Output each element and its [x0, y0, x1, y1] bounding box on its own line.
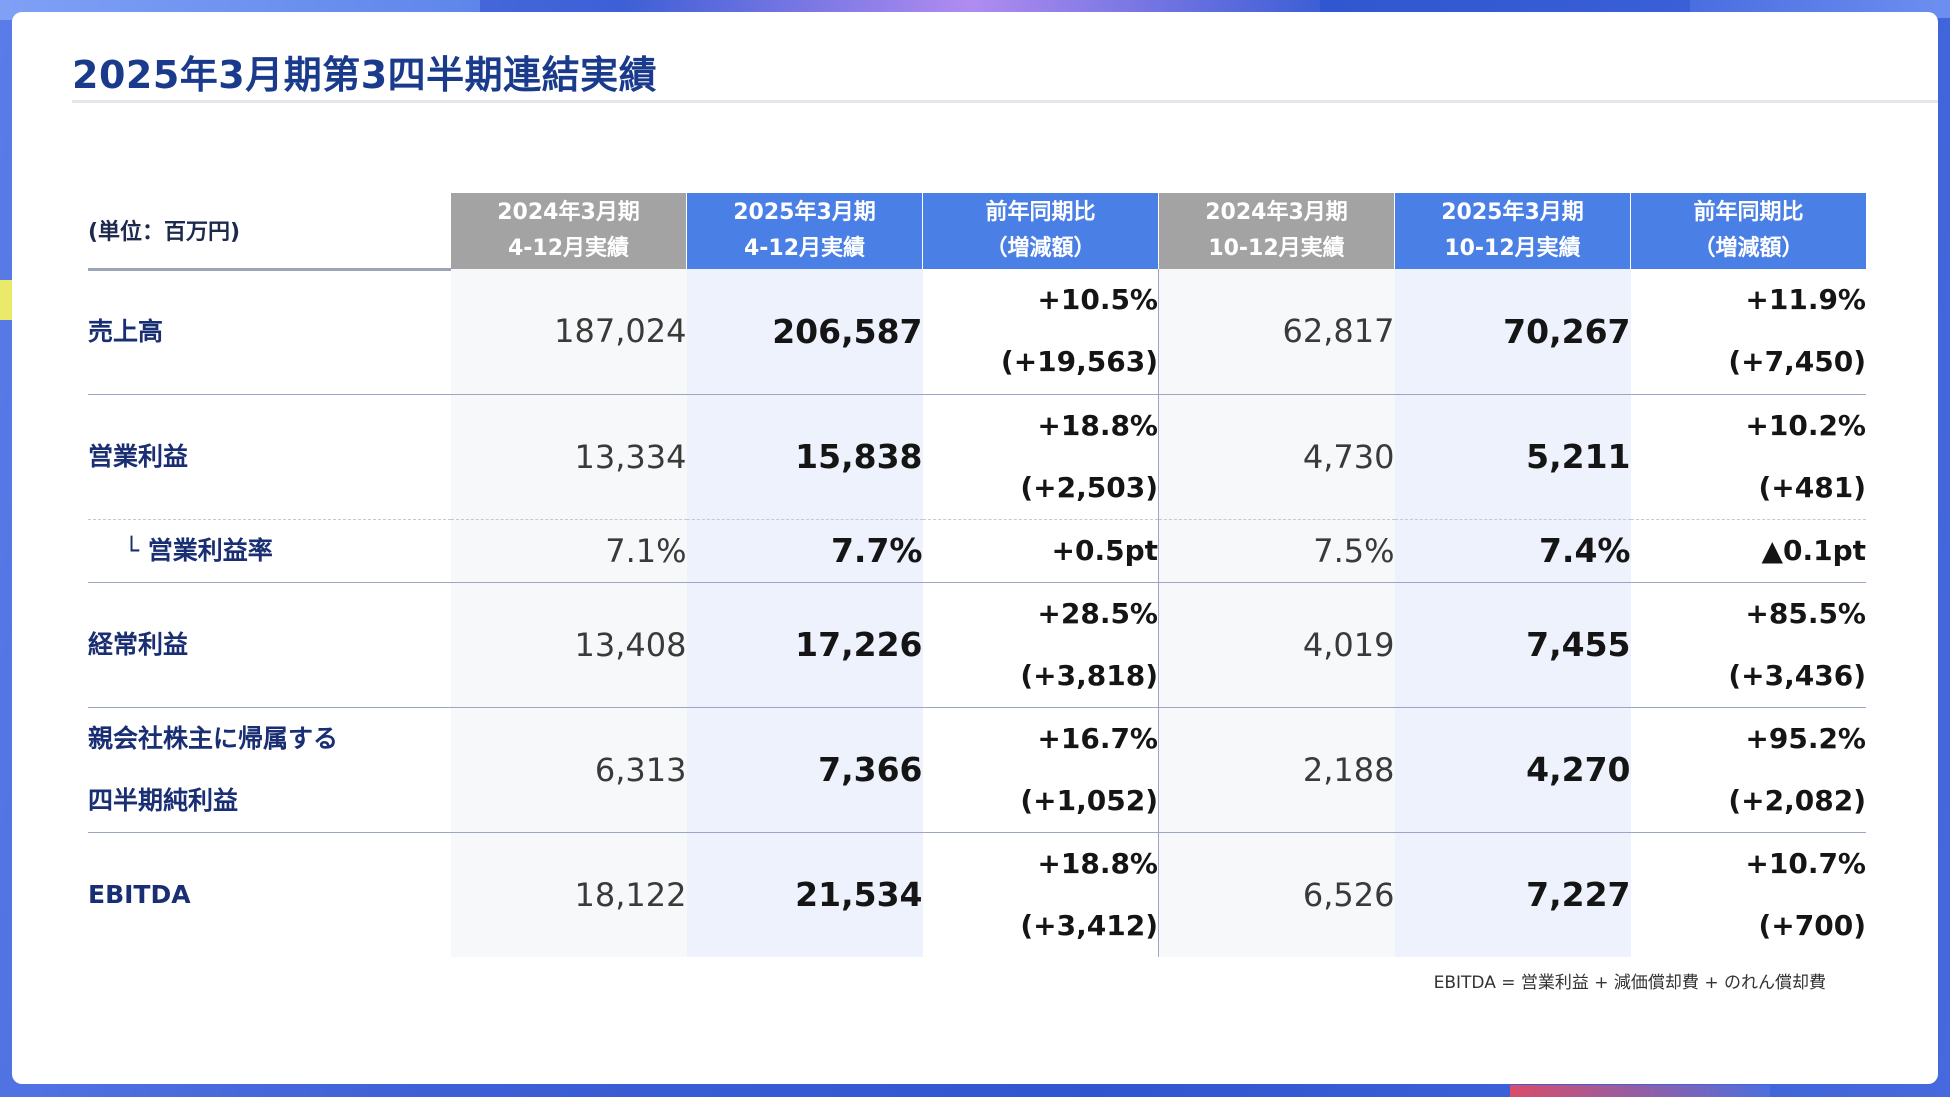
table-header-row: (単位：百万円) 2024年3月期 4-12月実績 2025年3月期 4-12月実績… — [88, 193, 1866, 271]
row-label: 経常利益 — [88, 582, 451, 708]
table-cell: +16.7% (+1,052) — [922, 707, 1159, 833]
title-divider — [72, 100, 1938, 103]
table-cell: +10.2% (+481) — [1630, 394, 1866, 520]
table-cell: +95.2% (+2,082) — [1630, 707, 1866, 833]
table-cell: +85.5% (+3,436) — [1630, 582, 1866, 708]
row-label: 営業利益 — [88, 394, 451, 520]
table-cell: 4,730 — [1158, 394, 1395, 520]
column-header: 2025年3月期 10-12月実績 — [1394, 193, 1631, 269]
table-cell: 7,227 — [1394, 832, 1631, 957]
table-cell: +10.7% (+700) — [1745, 846, 1866, 942]
table-cell: 206,587 — [686, 269, 923, 395]
table-cell: 7.1% — [450, 519, 687, 583]
background-accent — [1510, 1085, 1770, 1097]
column-header: 前年同期比 （増減額） — [1630, 193, 1866, 269]
table-cell: 17,226 — [686, 582, 923, 708]
table-cell: +0.5pt — [922, 519, 1159, 583]
column-header: 2024年3月期 4-12月実績 — [450, 193, 687, 269]
table-row: 営業利益 13,334 15,838 +18.8% (+2,503) 4,730 … — [88, 394, 1866, 520]
table-cell: 6,526 — [1158, 832, 1395, 957]
table-cell: 2,188 — [1158, 707, 1395, 833]
table-cell: 6,313 — [450, 707, 687, 833]
table-cell: +18.8% (+2,503) — [922, 394, 1159, 520]
row-label: └ 営業利益率 — [88, 519, 451, 583]
table-cell: 7.4% — [1394, 519, 1631, 583]
table-row: 親会社株主に帰属する 四半期純利益 6,313 7,366 +16.7% (+1,0… — [88, 707, 1866, 833]
column-header: 前年同期比 （増減額） — [922, 193, 1159, 269]
table-cell: 21,534 — [686, 832, 923, 957]
table-cell: 7.5% — [1158, 519, 1395, 583]
background-accent — [620, 0, 1320, 14]
table-row: EBITDA 18,122 21,534 +18.8% (+3,412) 6,52… — [88, 832, 1866, 957]
table-row: 経常利益 13,408 17,226 +28.5% (+3,818) 4,019 … — [88, 582, 1866, 708]
page-title: 2025年3月期第3四半期連結実績 — [72, 53, 658, 97]
table-cell: 7,366 — [686, 707, 923, 833]
table-cell: +10.5% (+19,563) — [922, 269, 1159, 395]
column-header: 2025年3月期 4-12月実績 — [686, 193, 923, 269]
table-cell: 13,408 — [450, 582, 687, 708]
table-cell: ▲0.1pt — [1630, 519, 1866, 583]
table-cell: 15,838 — [686, 394, 923, 520]
table-cell: 4,019 — [1158, 582, 1395, 708]
table-cell: 5,211 — [1394, 394, 1631, 520]
table-cell: 7.7% — [686, 519, 923, 583]
table-cell: +11.9% (+7,450) — [1630, 269, 1866, 395]
table-cell: 18,122 — [450, 832, 687, 957]
table-cell: +28.5% (+3,818) — [922, 582, 1159, 708]
row-label: EBITDA — [88, 879, 191, 909]
table-cell: 187,024 — [450, 269, 687, 395]
table-cell: 62,817 — [1158, 269, 1395, 395]
column-header: 2024年3月期 10-12月実績 — [1158, 193, 1395, 269]
table-cell: 7,455 — [1394, 582, 1631, 708]
table-cell: 4,270 — [1394, 707, 1631, 833]
table-cell: 13,334 — [450, 394, 687, 520]
unit-label: (単位：百万円) — [88, 193, 451, 271]
row-label: 売上高 — [88, 269, 451, 395]
ebitda-footnote: EBITDA = 営業利益 + 減価償却費 + のれん償却費 — [1433, 973, 1826, 993]
financial-results-table: (単位：百万円) 2024年3月期 4-12月実績 2025年3月期 4-12月実績… — [88, 193, 1866, 957]
table-row: └ 営業利益率 7.1% 7.7% +0.5pt 7.5% 7.4% ▲0.1p… — [88, 519, 1866, 583]
table-cell: +18.8% (+3,412) — [1020, 846, 1158, 942]
table-cell: 70,267 — [1394, 269, 1631, 395]
table-row: 売上高 187,024 206,587 +10.5% (+19,563) 62,8… — [88, 269, 1866, 395]
row-label: 親会社株主に帰属する 四半期純利益 — [88, 707, 451, 833]
